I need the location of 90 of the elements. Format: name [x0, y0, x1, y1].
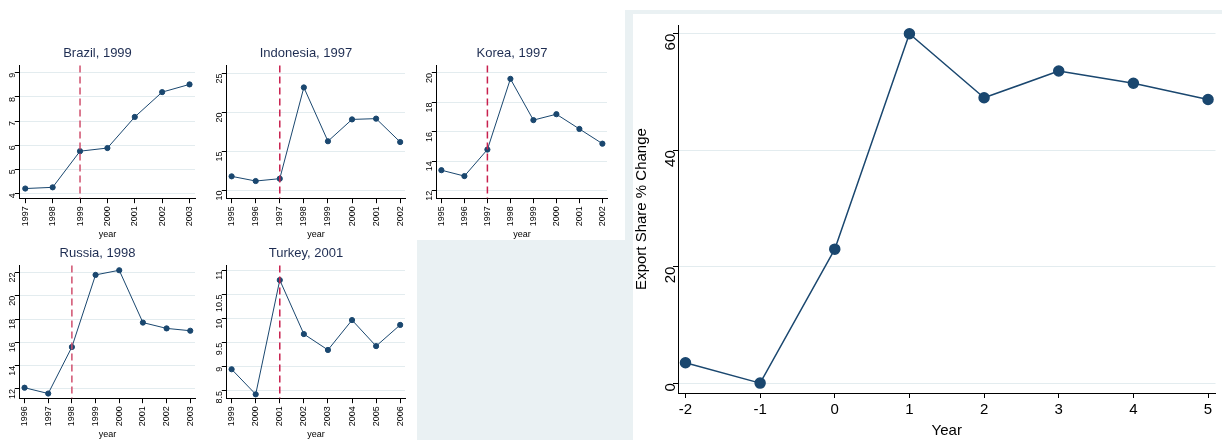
x-tick-label: 2001 [274, 406, 285, 427]
y-tick-label: 9.5 [214, 342, 225, 356]
y-tick-label: 18 [424, 102, 435, 113]
x-axis-title: year [307, 229, 325, 240]
y-tick-label: 8.5 [214, 390, 225, 404]
y-tick-label: 10.5 [214, 294, 225, 313]
x-tick-label: 1996 [458, 206, 469, 227]
x-tick-label: 2003 [184, 206, 195, 227]
x-tick-label: 5 [1203, 400, 1213, 418]
y-tick-label: 20 [661, 266, 679, 284]
y-tick-label: 14 [7, 365, 18, 376]
y-tick-label: 6 [7, 145, 18, 151]
x-tick-label: 1999 [74, 206, 85, 227]
x-tick-label: 1998 [47, 206, 58, 227]
y-tick-label: 14 [424, 161, 435, 172]
y-tick-label: 16 [424, 131, 435, 142]
y-tick-label: 18 [7, 319, 18, 330]
x-tick-label: -1 [753, 400, 767, 418]
y-tick-label: 20 [424, 72, 435, 83]
x-tick-label: 4 [1129, 400, 1138, 418]
x-axis-title: year [98, 229, 117, 240]
x-tick-label: 1995 [226, 206, 237, 227]
x-tick-label: 1997 [274, 206, 285, 227]
y-tick-label: 10 [214, 318, 225, 329]
y-tick-label: 9 [7, 72, 18, 78]
x-tick-label: 2004 [346, 406, 357, 427]
chart-title: Brazil, 1999 [63, 45, 132, 61]
y-tick-label: 60 [661, 33, 679, 51]
x-axis-title: year [513, 229, 531, 240]
x-tick-label: 2006 [394, 406, 405, 427]
chart-title: Korea, 1997 [476, 45, 548, 61]
x-tick-label: 1999 [322, 206, 333, 227]
x-tick-label: 1 [905, 400, 914, 418]
chart-title: Turkey, 2001 [268, 245, 344, 261]
chart-title: Indonesia, 1997 [259, 45, 353, 61]
y-axis-title: Export Share % Change [632, 128, 650, 290]
y-tick-label: 12 [424, 190, 435, 201]
y-tick-label: 4 [7, 193, 18, 199]
x-axis-title: Year [931, 421, 962, 439]
x-tick-label: 2001 [573, 206, 584, 227]
x-tick-label: 2002 [156, 206, 167, 227]
x-tick-label: 3 [1054, 400, 1063, 418]
y-tick-label: 7 [7, 121, 18, 127]
x-tick-label: 2000 [113, 406, 124, 427]
chart-title: Russia, 1998 [59, 245, 136, 261]
y-tick-label: 0 [661, 383, 679, 392]
y-tick-label: 15 [214, 151, 225, 162]
x-tick-label: 1997 [19, 206, 30, 227]
x-tick-label: 2002 [161, 406, 172, 427]
x-tick-label: 2003 [322, 406, 333, 427]
x-tick-label: 2002 [394, 206, 405, 227]
x-tick-label: 0 [830, 400, 839, 418]
x-tick-label: -2 [678, 400, 693, 418]
y-tick-label: 20 [214, 112, 225, 123]
x-tick-label: 2000 [101, 206, 112, 227]
y-tick-label: 25 [214, 73, 225, 84]
x-tick-label: 1996 [250, 206, 261, 227]
x-tick-label: 2002 [596, 206, 607, 227]
x-tick-label: 2 [979, 400, 989, 418]
x-tick-label: 1997 [481, 206, 492, 227]
y-tick-label: 12 [7, 388, 18, 399]
x-axis-title: year [307, 429, 325, 440]
x-tick-label: 1998 [298, 206, 309, 227]
x-tick-label: 1998 [66, 406, 77, 427]
y-tick-label: 10 [214, 190, 225, 201]
x-axis-title: year [98, 429, 117, 440]
y-tick-label: 16 [7, 342, 18, 353]
y-tick-label: 40 [661, 150, 679, 167]
x-tick-label: 2001 [129, 206, 140, 227]
y-tick-label: 22 [7, 272, 18, 283]
x-tick-label: 1998 [504, 206, 515, 227]
x-tick-label: 1999 [527, 206, 538, 227]
x-tick-label: 1999 [90, 406, 101, 427]
x-tick-label: 2000 [550, 206, 561, 227]
x-tick-label: 2001 [370, 206, 381, 227]
x-tick-label: 1995 [435, 206, 446, 227]
x-tick-label: 2005 [370, 406, 381, 427]
x-tick-label: 2001 [137, 406, 148, 427]
x-tick-label: 1997 [42, 406, 53, 427]
x-tick-label: 2000 [346, 206, 357, 227]
y-tick-label: 9 [214, 366, 225, 372]
y-tick-label: 11 [214, 270, 225, 280]
y-tick-label: 8 [7, 96, 18, 102]
x-tick-label: 2000 [250, 406, 261, 427]
x-tick-label: 2002 [298, 406, 309, 427]
y-tick-label: 20 [7, 295, 18, 306]
x-tick-label: 1996 [19, 406, 30, 427]
x-tick-label: 2003 [184, 406, 195, 427]
y-tick-label: 5 [7, 169, 18, 175]
x-tick-label: 1999 [226, 406, 237, 427]
